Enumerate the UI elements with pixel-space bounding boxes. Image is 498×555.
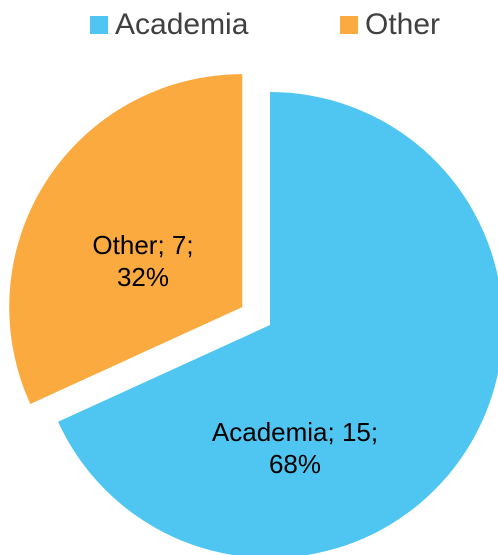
legend-label: Academia (115, 8, 249, 41)
data-label: 68% (269, 449, 321, 479)
legend-swatch (90, 16, 108, 34)
data-label: Other; 7; (92, 230, 193, 260)
pie-slice (9, 74, 243, 404)
legend-label: Other (365, 8, 440, 41)
pie-slice (58, 92, 498, 555)
data-label: 32% (117, 262, 169, 292)
data-label: Academia; 15; (212, 417, 378, 447)
legend-swatch (340, 16, 358, 34)
